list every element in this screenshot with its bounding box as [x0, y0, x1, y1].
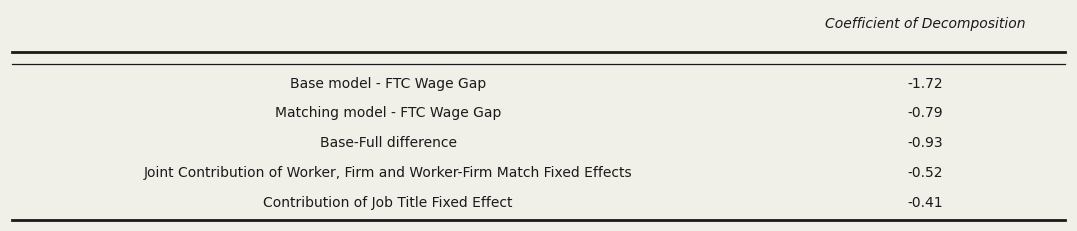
- Text: -0.41: -0.41: [908, 196, 943, 210]
- Text: -0.93: -0.93: [908, 136, 943, 150]
- Text: Coefficient of Decomposition: Coefficient of Decomposition: [825, 17, 1025, 31]
- Text: -0.79: -0.79: [908, 106, 943, 121]
- Text: Matching model - FTC Wage Gap: Matching model - FTC Wage Gap: [275, 106, 501, 121]
- Text: -0.52: -0.52: [908, 166, 943, 180]
- Text: Contribution of Job Title Fixed Effect: Contribution of Job Title Fixed Effect: [264, 196, 513, 210]
- Text: Base model - FTC Wage Gap: Base model - FTC Wage Gap: [290, 76, 486, 91]
- Text: -1.72: -1.72: [908, 76, 943, 91]
- Text: Base-Full difference: Base-Full difference: [320, 136, 457, 150]
- Text: Joint Contribution of Worker, Firm and Worker-Firm Match Fixed Effects: Joint Contribution of Worker, Firm and W…: [144, 166, 632, 180]
